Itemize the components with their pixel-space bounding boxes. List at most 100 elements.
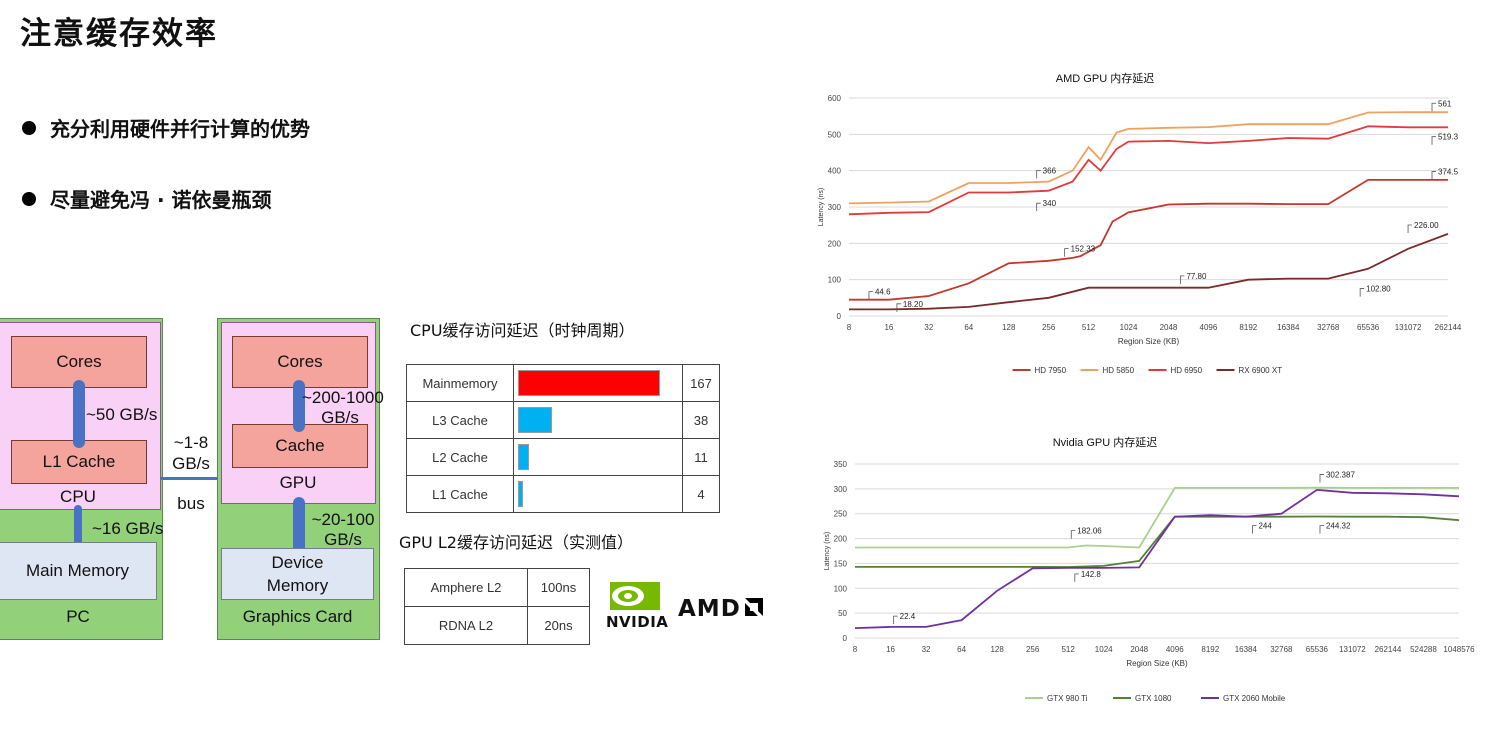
table-row: Mainmemory 167: [406, 364, 720, 402]
annotation-label: 561: [1438, 99, 1452, 108]
row-label: RDNA L2: [404, 606, 528, 645]
y-tick-label: 0: [837, 312, 842, 321]
annotation-leader: [1319, 474, 1324, 483]
cpu-table-title: CPU缓存访问延迟（时钟周期）: [410, 321, 635, 340]
x-tick-label: 65536: [1306, 645, 1329, 654]
annotation-leader: [1431, 102, 1437, 112]
amd-wordmark: AMD: [678, 596, 741, 622]
annotation-label: 182.06: [1077, 527, 1102, 536]
y-axis-label: Latency (ns): [824, 532, 831, 571]
gpu-cores: Cores: [232, 336, 368, 388]
row-label: L2 Cache: [406, 438, 514, 476]
row-label: Mainmemory: [406, 364, 514, 402]
annotation-leader: [1407, 224, 1413, 233]
y-tick-label: 50: [838, 609, 847, 618]
y-tick-label: 500: [828, 130, 842, 139]
annotation-leader: [1431, 136, 1437, 145]
bus-bw: ~1-8 GB/s: [172, 433, 210, 473]
x-tick-label: 128: [990, 645, 1004, 654]
annotation-label: 22.4: [900, 612, 916, 621]
x-tick-label: 8: [853, 645, 858, 654]
annotation-label: 519.3: [1438, 133, 1459, 142]
annotation-label: 142.8: [1081, 570, 1102, 579]
y-tick-label: 100: [828, 276, 842, 285]
annotation-leader: [1064, 248, 1069, 257]
bullet-1-text: 充分利用硬件并行计算的优势: [50, 117, 310, 141]
table-row: Amphere L2 100ns: [404, 568, 590, 607]
cpu-mem-bw: ~16 GB/s: [92, 519, 164, 538]
annotation-label: 77.80: [1186, 272, 1207, 281]
x-tick-label: 16384: [1277, 323, 1300, 332]
table-row: L2 Cache 11: [406, 438, 720, 476]
annotation-leader: [1359, 288, 1365, 297]
x-tick-label: 16: [886, 645, 895, 654]
cpu-core-link: [73, 380, 85, 448]
row-value: 4: [682, 475, 720, 513]
table-row: L3 Cache 38: [406, 401, 720, 439]
x-tick-label: 262144: [1435, 323, 1462, 332]
legend-label: GTX 1080: [1135, 694, 1172, 703]
x-tick-label: 131072: [1395, 323, 1422, 332]
x-tick-label: 8192: [1239, 323, 1257, 332]
legend-label: RX 6900 XT: [1239, 366, 1283, 375]
gpu-mem-bw: ~20-100 GB/s: [311, 510, 375, 549]
series-line: [855, 486, 1459, 549]
latency-bar: [518, 370, 660, 396]
x-tick-label: 16: [884, 323, 893, 332]
annotation-leader: [1180, 275, 1185, 284]
x-tick-label: 256: [1026, 645, 1040, 654]
legend-label: GTX 2060 Mobile: [1223, 694, 1286, 703]
x-tick-label: 2048: [1130, 645, 1148, 654]
x-tick-label: 32: [924, 323, 933, 332]
annotation-leader: [1252, 525, 1257, 534]
cpu-latency-table: Mainmemory 167 L3 Cache 38 L2 Cache 11 L1 Cach…: [406, 364, 720, 513]
x-tick-label: 512: [1082, 323, 1096, 332]
nvidia-eye-icon: [610, 582, 660, 610]
annotation-label: 340: [1043, 199, 1057, 208]
row-value: 167: [682, 364, 720, 402]
y-tick-label: 100: [834, 584, 848, 593]
x-tick-label: 512: [1061, 645, 1075, 654]
annotation-leader: [1074, 573, 1079, 582]
annotation-leader: [1036, 202, 1041, 212]
series-line: [849, 233, 1449, 311]
annotation-leader: [893, 615, 898, 625]
bar-cell: [513, 401, 683, 439]
cpu-cores: Cores: [11, 336, 147, 388]
annotation-leader: [1319, 525, 1324, 534]
x-axis-label: Region Size (KB): [1126, 659, 1188, 668]
bullet-2: 尽量避免冯 · 诺依曼瓶颈: [22, 184, 272, 213]
annotation-label: 366: [1043, 166, 1057, 175]
table-row: RDNA L2 20ns: [404, 606, 590, 645]
amd-arrow-icon: [744, 598, 763, 616]
nvidia-latency-chart: 0 50 100 150 200 250 300 350 8 16 32 64 128 256 512 102…: [824, 460, 1475, 703]
main-memory: Main Memory: [0, 542, 157, 600]
x-tick-label: 524288: [1410, 645, 1437, 654]
latency-bar: [518, 407, 552, 433]
legend-label: HD 6950: [1171, 366, 1203, 375]
latency-bar: [518, 444, 530, 470]
row-label: L1 Cache: [406, 475, 514, 513]
annotation-leader: [896, 303, 901, 312]
gpu-core-bw: ~200-1000 GB/s: [302, 388, 384, 427]
x-tick-label: 2048: [1160, 323, 1178, 332]
y-axis-label: Latency (ns): [818, 188, 825, 227]
x-tick-label: 1048576: [1443, 645, 1475, 654]
series-line: [849, 179, 1448, 301]
legend-label: GTX 980 Ti: [1047, 694, 1088, 703]
annotation-label: 244.32: [1326, 522, 1351, 531]
gpu-core-link: [293, 380, 305, 432]
x-tick-label: 4096: [1200, 323, 1218, 332]
graphics-card-label: Graphics Card: [242, 607, 353, 626]
nvidia-chart-title: Nvidia GPU 内存延迟: [1052, 437, 1158, 449]
x-tick-label: 1024: [1120, 323, 1138, 332]
y-tick-label: 150: [834, 559, 848, 568]
x-tick-label: 128: [1002, 323, 1016, 332]
bar-cell: [513, 364, 683, 402]
latency-bar: [518, 481, 524, 507]
y-tick-label: 200: [834, 535, 848, 544]
bus-line: [160, 477, 218, 480]
bullet-2-text: 尽量避免冯 · 诺依曼瓶颈: [50, 188, 272, 212]
legend-label: HD 5850: [1103, 366, 1135, 375]
annotation-leader: [1431, 171, 1437, 180]
